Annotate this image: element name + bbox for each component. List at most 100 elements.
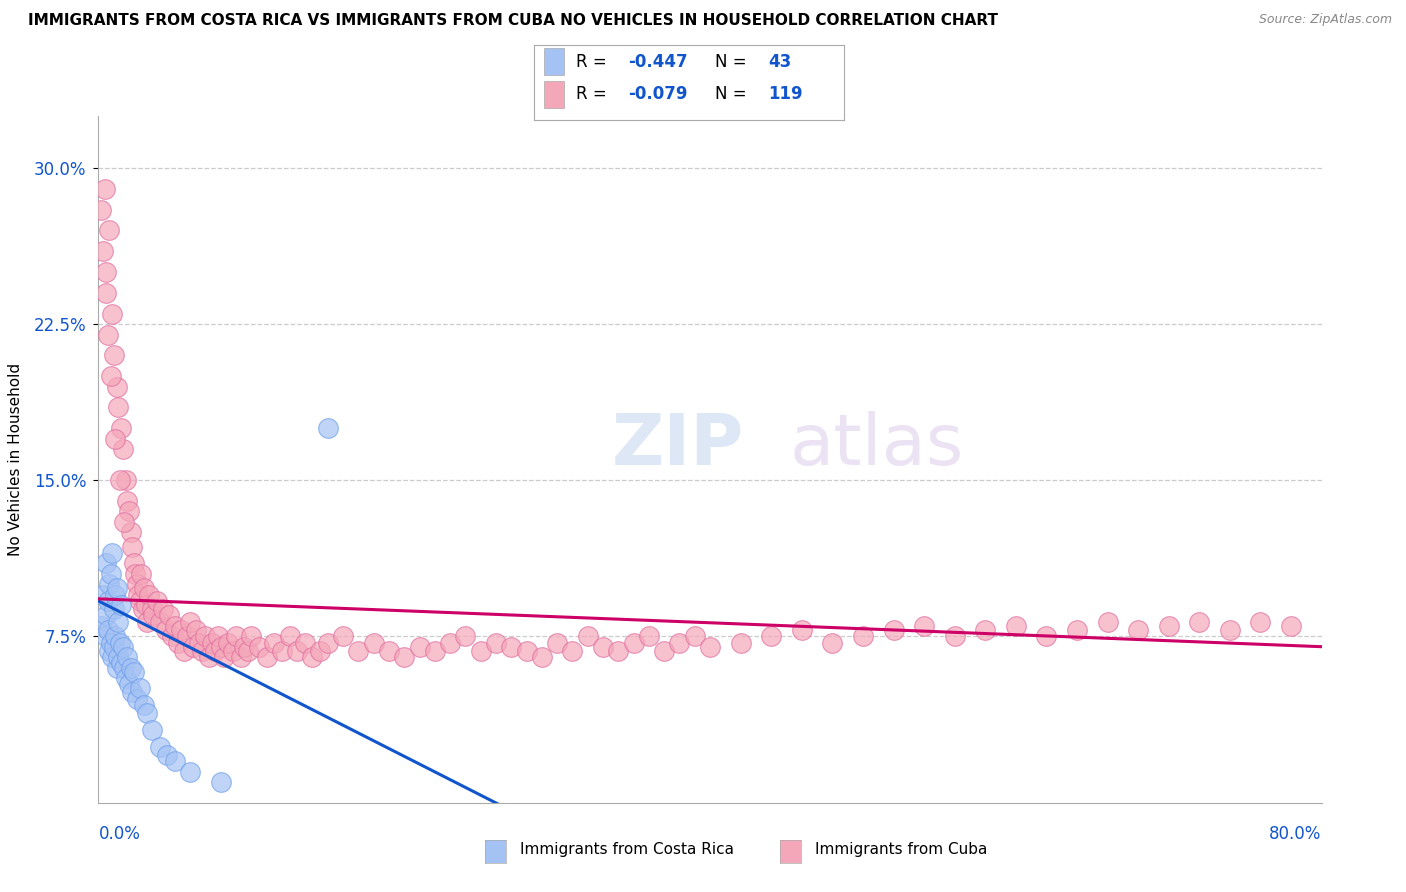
Point <box>104 629 127 643</box>
Point <box>128 681 150 696</box>
Point <box>125 577 148 591</box>
Point <box>363 635 385 649</box>
Point <box>1097 615 1119 629</box>
Point <box>179 764 201 779</box>
Point <box>263 635 285 649</box>
Point <box>516 644 538 658</box>
Point <box>470 644 492 658</box>
Point <box>100 369 122 384</box>
Point <box>108 473 131 487</box>
Point <box>94 285 117 300</box>
Point <box>209 640 232 654</box>
Point <box>103 348 125 362</box>
Point <box>247 640 270 654</box>
Point <box>120 660 142 674</box>
Text: IMMIGRANTS FROM COSTA RICA VS IMMIGRANTS FROM CUBA NO VEHICLES IN HOUSEHOLD CORR: IMMIGRANTS FROM COSTA RICA VS IMMIGRANTS… <box>28 13 998 29</box>
Point <box>392 650 416 665</box>
Point <box>285 644 308 658</box>
Point <box>115 473 138 487</box>
Point <box>94 608 117 623</box>
Point <box>120 525 142 540</box>
Text: -0.079: -0.079 <box>628 86 688 103</box>
Point <box>129 566 152 581</box>
Point <box>97 623 120 637</box>
Point <box>108 635 131 649</box>
Point <box>90 202 112 217</box>
Point <box>155 623 177 637</box>
Point <box>316 421 339 435</box>
Point <box>121 685 143 699</box>
Point <box>225 629 247 643</box>
Point <box>100 635 122 649</box>
Point <box>136 706 159 721</box>
Point <box>112 515 135 529</box>
Point <box>101 307 124 321</box>
Point <box>699 640 721 654</box>
Point <box>207 629 229 643</box>
Text: 119: 119 <box>768 86 803 103</box>
Point <box>309 644 332 658</box>
Y-axis label: No Vehicles in Household: No Vehicles in Household <box>8 363 22 556</box>
Point <box>111 442 134 456</box>
Point <box>157 608 180 623</box>
Point <box>232 640 254 654</box>
Text: N =: N = <box>716 86 752 103</box>
Point <box>197 650 219 665</box>
Point <box>149 615 172 629</box>
Point <box>134 698 156 712</box>
Point <box>115 671 138 685</box>
Point <box>118 504 141 518</box>
Text: 80.0%: 80.0% <box>1270 825 1322 843</box>
Point <box>790 623 813 637</box>
Bar <box>544 48 564 75</box>
Point <box>127 588 149 602</box>
Point <box>278 629 301 643</box>
Point <box>107 650 129 665</box>
Point <box>454 629 477 643</box>
Point <box>138 588 160 602</box>
Point <box>1157 619 1180 633</box>
Point <box>1128 623 1150 637</box>
Text: Immigrants from Cuba: Immigrants from Cuba <box>815 842 988 856</box>
Point <box>163 619 186 633</box>
Point <box>439 635 461 649</box>
Point <box>136 615 159 629</box>
Point <box>378 644 401 658</box>
Text: Immigrants from Costa Rica: Immigrants from Costa Rica <box>520 842 734 856</box>
Point <box>652 644 675 658</box>
Point <box>101 546 124 560</box>
Point <box>111 640 134 654</box>
Point <box>103 640 125 654</box>
Point <box>117 494 139 508</box>
Point <box>974 623 997 637</box>
Point <box>1219 623 1241 637</box>
Point <box>347 644 370 658</box>
Point <box>122 557 145 571</box>
Point <box>821 635 844 649</box>
Point <box>576 629 599 643</box>
Point <box>191 644 214 658</box>
Point <box>883 623 905 637</box>
Point <box>98 223 121 237</box>
Point <box>152 602 174 616</box>
Point <box>194 629 217 643</box>
Point <box>186 623 208 637</box>
Text: -0.447: -0.447 <box>628 53 689 70</box>
Point <box>546 635 568 649</box>
Point <box>91 588 114 602</box>
Point <box>110 598 132 612</box>
Point <box>105 660 128 674</box>
Point <box>316 635 339 649</box>
Point <box>181 640 204 654</box>
Point <box>94 265 117 279</box>
Point <box>125 691 148 706</box>
Point <box>107 401 129 415</box>
Point <box>530 650 553 665</box>
Point <box>170 623 193 637</box>
Text: atlas: atlas <box>790 411 965 480</box>
Point <box>110 657 132 671</box>
Point <box>142 608 165 623</box>
Point <box>132 602 155 616</box>
Point <box>294 635 316 649</box>
Point <box>112 660 135 674</box>
